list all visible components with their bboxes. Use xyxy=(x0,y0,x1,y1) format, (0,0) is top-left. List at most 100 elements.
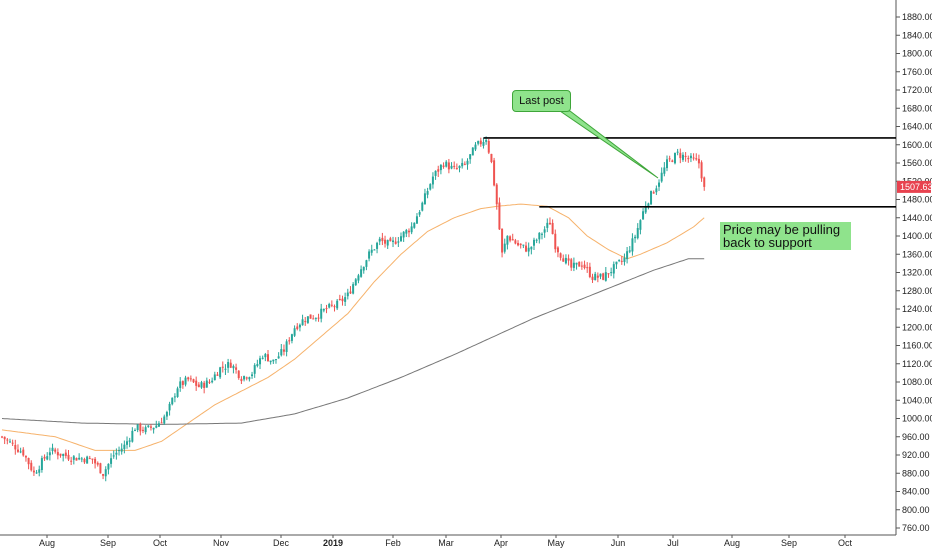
candle-body xyxy=(1,436,3,438)
candle-body xyxy=(99,463,102,474)
candle-body xyxy=(91,458,94,460)
candle-body xyxy=(325,308,328,310)
candle-body xyxy=(336,300,339,309)
candle-body xyxy=(126,441,129,445)
candle-body xyxy=(564,257,567,264)
candle-body xyxy=(104,469,107,477)
candle-body xyxy=(413,222,416,228)
candle-body xyxy=(437,169,440,172)
candle-body xyxy=(165,412,168,417)
candle-body xyxy=(96,462,99,465)
candle-body xyxy=(27,458,30,465)
candle-body xyxy=(588,266,591,277)
candle-body xyxy=(620,260,623,262)
candle-body xyxy=(687,158,690,160)
y-tick-label: 1000.00 xyxy=(902,414,932,424)
candle-body xyxy=(352,284,355,294)
candle-body xyxy=(78,457,81,460)
candle-body xyxy=(48,452,51,456)
candle-body xyxy=(213,374,216,381)
candle-body xyxy=(695,158,698,160)
candle-body xyxy=(219,367,222,378)
candle-body xyxy=(506,235,509,245)
last-price-label: 1507.63 xyxy=(900,182,932,192)
last-price-badge xyxy=(897,180,931,193)
candle-body xyxy=(338,298,341,300)
x-tick-label: Jun xyxy=(611,538,626,548)
candle-body xyxy=(370,249,373,253)
candle-body xyxy=(51,447,54,452)
x-tick-label: Dec xyxy=(273,538,290,548)
candle-body xyxy=(43,456,46,459)
candle-body xyxy=(434,170,437,176)
support-note: Price may be pulling back to support xyxy=(720,222,851,250)
candle-body xyxy=(277,356,280,359)
candle-body xyxy=(676,151,679,153)
y-tick-label: 1600.00 xyxy=(902,140,932,150)
candle-body xyxy=(179,381,182,388)
candle-body xyxy=(397,241,400,243)
candle-body xyxy=(485,140,488,142)
y-tick-label: 1360.00 xyxy=(902,249,932,259)
candle-body xyxy=(208,381,211,383)
candle-body xyxy=(24,456,27,458)
y-tick-label: 920.00 xyxy=(902,450,930,460)
candle-body xyxy=(583,264,586,269)
candle-body xyxy=(110,458,113,464)
candle-body xyxy=(221,366,224,368)
candle-body xyxy=(570,259,573,268)
y-tick-label: 1160.00 xyxy=(902,341,932,351)
candle-body xyxy=(349,291,352,294)
candle-body xyxy=(365,260,368,267)
candle-body xyxy=(288,340,291,342)
candle-body xyxy=(131,430,134,442)
candle-body xyxy=(511,239,514,241)
candle-body xyxy=(19,451,22,453)
candle-body xyxy=(418,212,421,215)
candle-body xyxy=(227,362,230,368)
candle-body xyxy=(86,456,89,464)
last-post-callout-text: Last post xyxy=(519,95,564,107)
candle-body xyxy=(56,452,59,456)
y-tick-label: 1040.00 xyxy=(902,395,932,405)
candle-body xyxy=(272,359,275,362)
candle-body xyxy=(607,273,610,275)
y-tick-label: 1320.00 xyxy=(902,268,932,278)
candle-body xyxy=(426,191,429,195)
candle-body xyxy=(80,458,83,460)
candle-body xyxy=(493,160,496,186)
candle-body xyxy=(540,233,543,235)
candle-body xyxy=(354,279,357,286)
candle-body xyxy=(317,317,320,319)
series-ma50-line xyxy=(1,203,705,451)
candle-body xyxy=(663,167,666,174)
candle-body xyxy=(447,162,450,170)
candle-body xyxy=(123,444,126,450)
candle-body xyxy=(400,236,402,242)
candle-body xyxy=(679,152,682,159)
candle-body xyxy=(232,366,235,369)
candle-body xyxy=(134,430,136,432)
candle-body xyxy=(328,304,331,308)
candle-body xyxy=(423,193,426,205)
candle-body xyxy=(152,427,155,430)
candle-body xyxy=(314,317,317,319)
candle-body xyxy=(8,441,11,443)
candle-body xyxy=(392,240,395,243)
candle-body xyxy=(517,242,520,246)
candle-body xyxy=(660,172,663,182)
candle-body xyxy=(282,349,285,352)
candle-body xyxy=(360,269,363,277)
candle-body xyxy=(684,155,687,157)
candle-body xyxy=(30,462,33,471)
candle-body xyxy=(594,273,597,281)
candle-body xyxy=(431,176,434,185)
candle-body xyxy=(16,449,19,452)
candle-body xyxy=(70,460,73,462)
candle-body xyxy=(290,334,293,341)
candle-body xyxy=(402,231,405,238)
candle-body xyxy=(261,357,264,359)
candle-body xyxy=(455,168,458,170)
candle-body xyxy=(554,233,557,250)
